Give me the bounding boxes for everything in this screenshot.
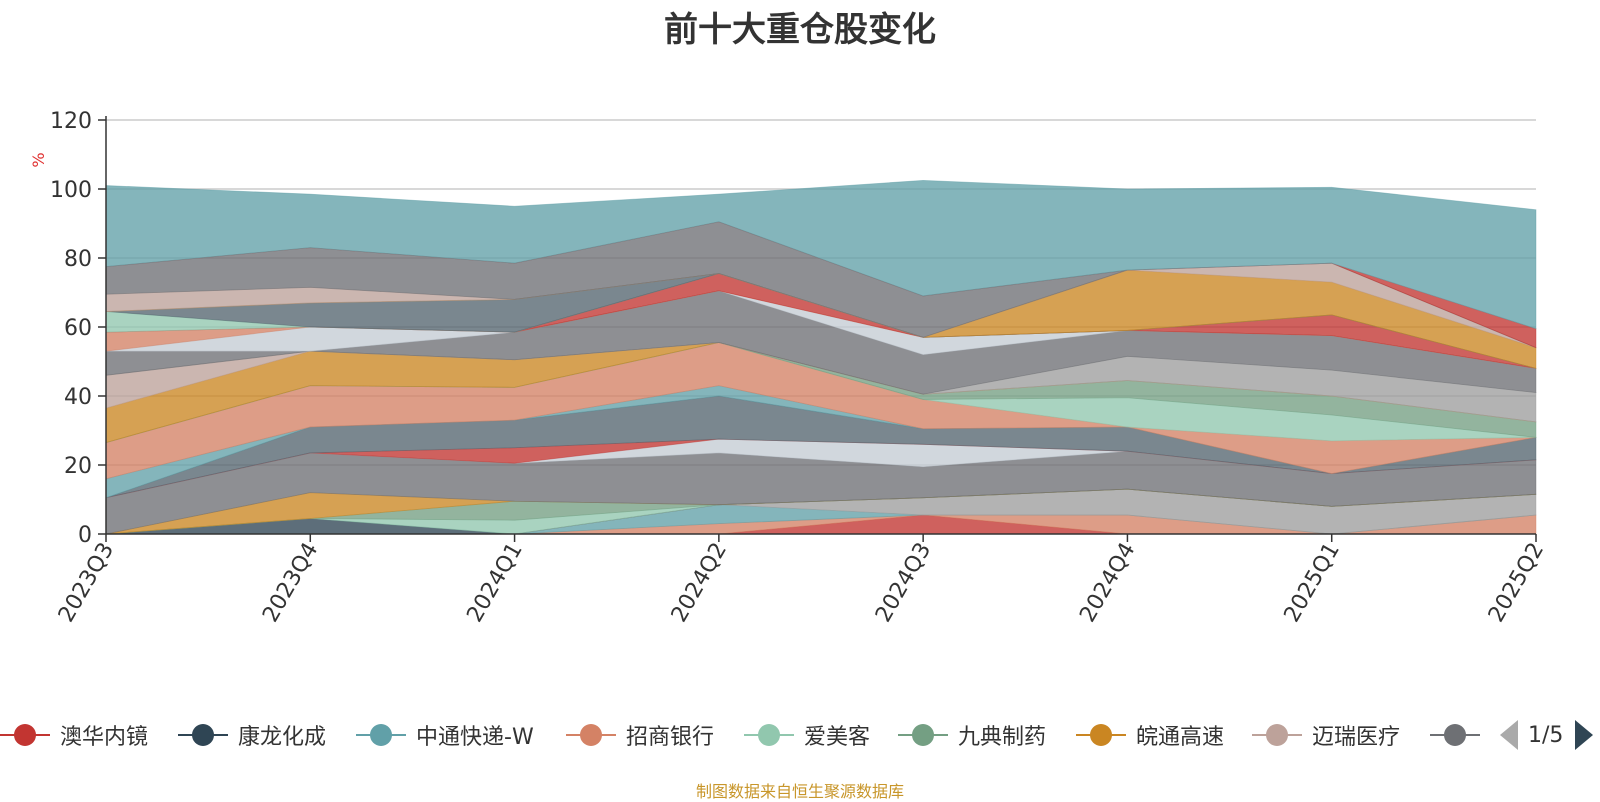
legend-marker-icon — [178, 723, 228, 747]
x-tick-label: 2023Q3 — [54, 539, 119, 627]
legend-label: 招商银行 — [626, 725, 715, 750]
legend-label: 中通快递-W — [416, 725, 534, 750]
y-tick-label: 80 — [64, 247, 92, 272]
chart-title: 前十大重仓股变化 — [664, 10, 936, 50]
y-tick-label: 60 — [64, 316, 92, 341]
legend-item[interactable]: 澳华内镜 — [0, 718, 148, 752]
x-tick-label: 2025Q1 — [1280, 539, 1345, 627]
legend-item[interactable]: 康龙化成 — [178, 718, 326, 752]
legend-label: 爱美客 — [804, 725, 871, 750]
x-tick-label: 2023Q4 — [258, 539, 323, 627]
y-tick-label: 120 — [50, 109, 92, 134]
y-tick-label: 40 — [64, 385, 92, 410]
x-tick-label: 2024Q4 — [1075, 539, 1140, 627]
source-note: 制图数据来自恒生聚源数据库 — [695, 782, 904, 801]
y-tick-label: 20 — [64, 454, 92, 479]
legend-marker-icon — [566, 723, 616, 747]
legend-label: 康龙化成 — [238, 725, 327, 750]
legend-item[interactable]: 迈瑞医疗 — [1252, 718, 1400, 752]
legend: 澳华内镜 康龙化成 中通快递-W 招商银行 爱美客 九典制药 皖通高速 迈瑞医疗 — [0, 718, 1600, 752]
legend-item[interactable]: 爱美客 — [744, 718, 870, 752]
x-tick-label: 2024Q2 — [667, 539, 732, 627]
legend-marker-icon — [1252, 723, 1302, 747]
legend-item[interactable]: 九典制药 — [898, 718, 1046, 752]
legend-prev-arrow-icon[interactable] — [1500, 720, 1518, 750]
legend-item[interactable] — [1430, 718, 1490, 752]
legend-marker-icon — [744, 723, 794, 747]
legend-marker-icon — [1430, 723, 1480, 747]
legend-label: 九典制药 — [958, 725, 1047, 750]
x-tick-label: 2024Q1 — [462, 539, 527, 627]
legend-page-indicator: 1/5 — [1528, 722, 1564, 748]
legend-marker-icon — [0, 723, 50, 747]
y-axis-label: % — [29, 152, 48, 167]
x-tick-label: 2024Q3 — [871, 539, 936, 627]
x-tick-label: 2025Q2 — [1484, 539, 1549, 627]
legend-item[interactable]: 皖通高速 — [1076, 718, 1224, 752]
legend-item[interactable]: 中通快递-W — [356, 718, 534, 752]
legend-label: 迈瑞医疗 — [1312, 725, 1401, 750]
y-tick-label: 100 — [50, 178, 92, 203]
legend-next-arrow-icon[interactable] — [1575, 720, 1594, 750]
legend-marker-icon — [1076, 723, 1126, 747]
area-series — [105, 179, 1537, 535]
legend-label: 皖通高速 — [1136, 725, 1225, 750]
legend-item[interactable]: 招商银行 — [566, 718, 714, 752]
chart-plot: 0 20 40 60 80 100 120 2023Q3 2023Q4 2024Q1 2024Q2 2… — [29, 109, 1549, 627]
legend-marker-icon — [356, 723, 406, 747]
legend-pager: 1/5 — [1500, 718, 1594, 752]
legend-marker-icon — [898, 723, 948, 747]
area-series-band — [105, 179, 1537, 330]
y-tick-label: 0 — [78, 523, 92, 548]
legend-label: 澳华内镜 — [60, 725, 149, 750]
